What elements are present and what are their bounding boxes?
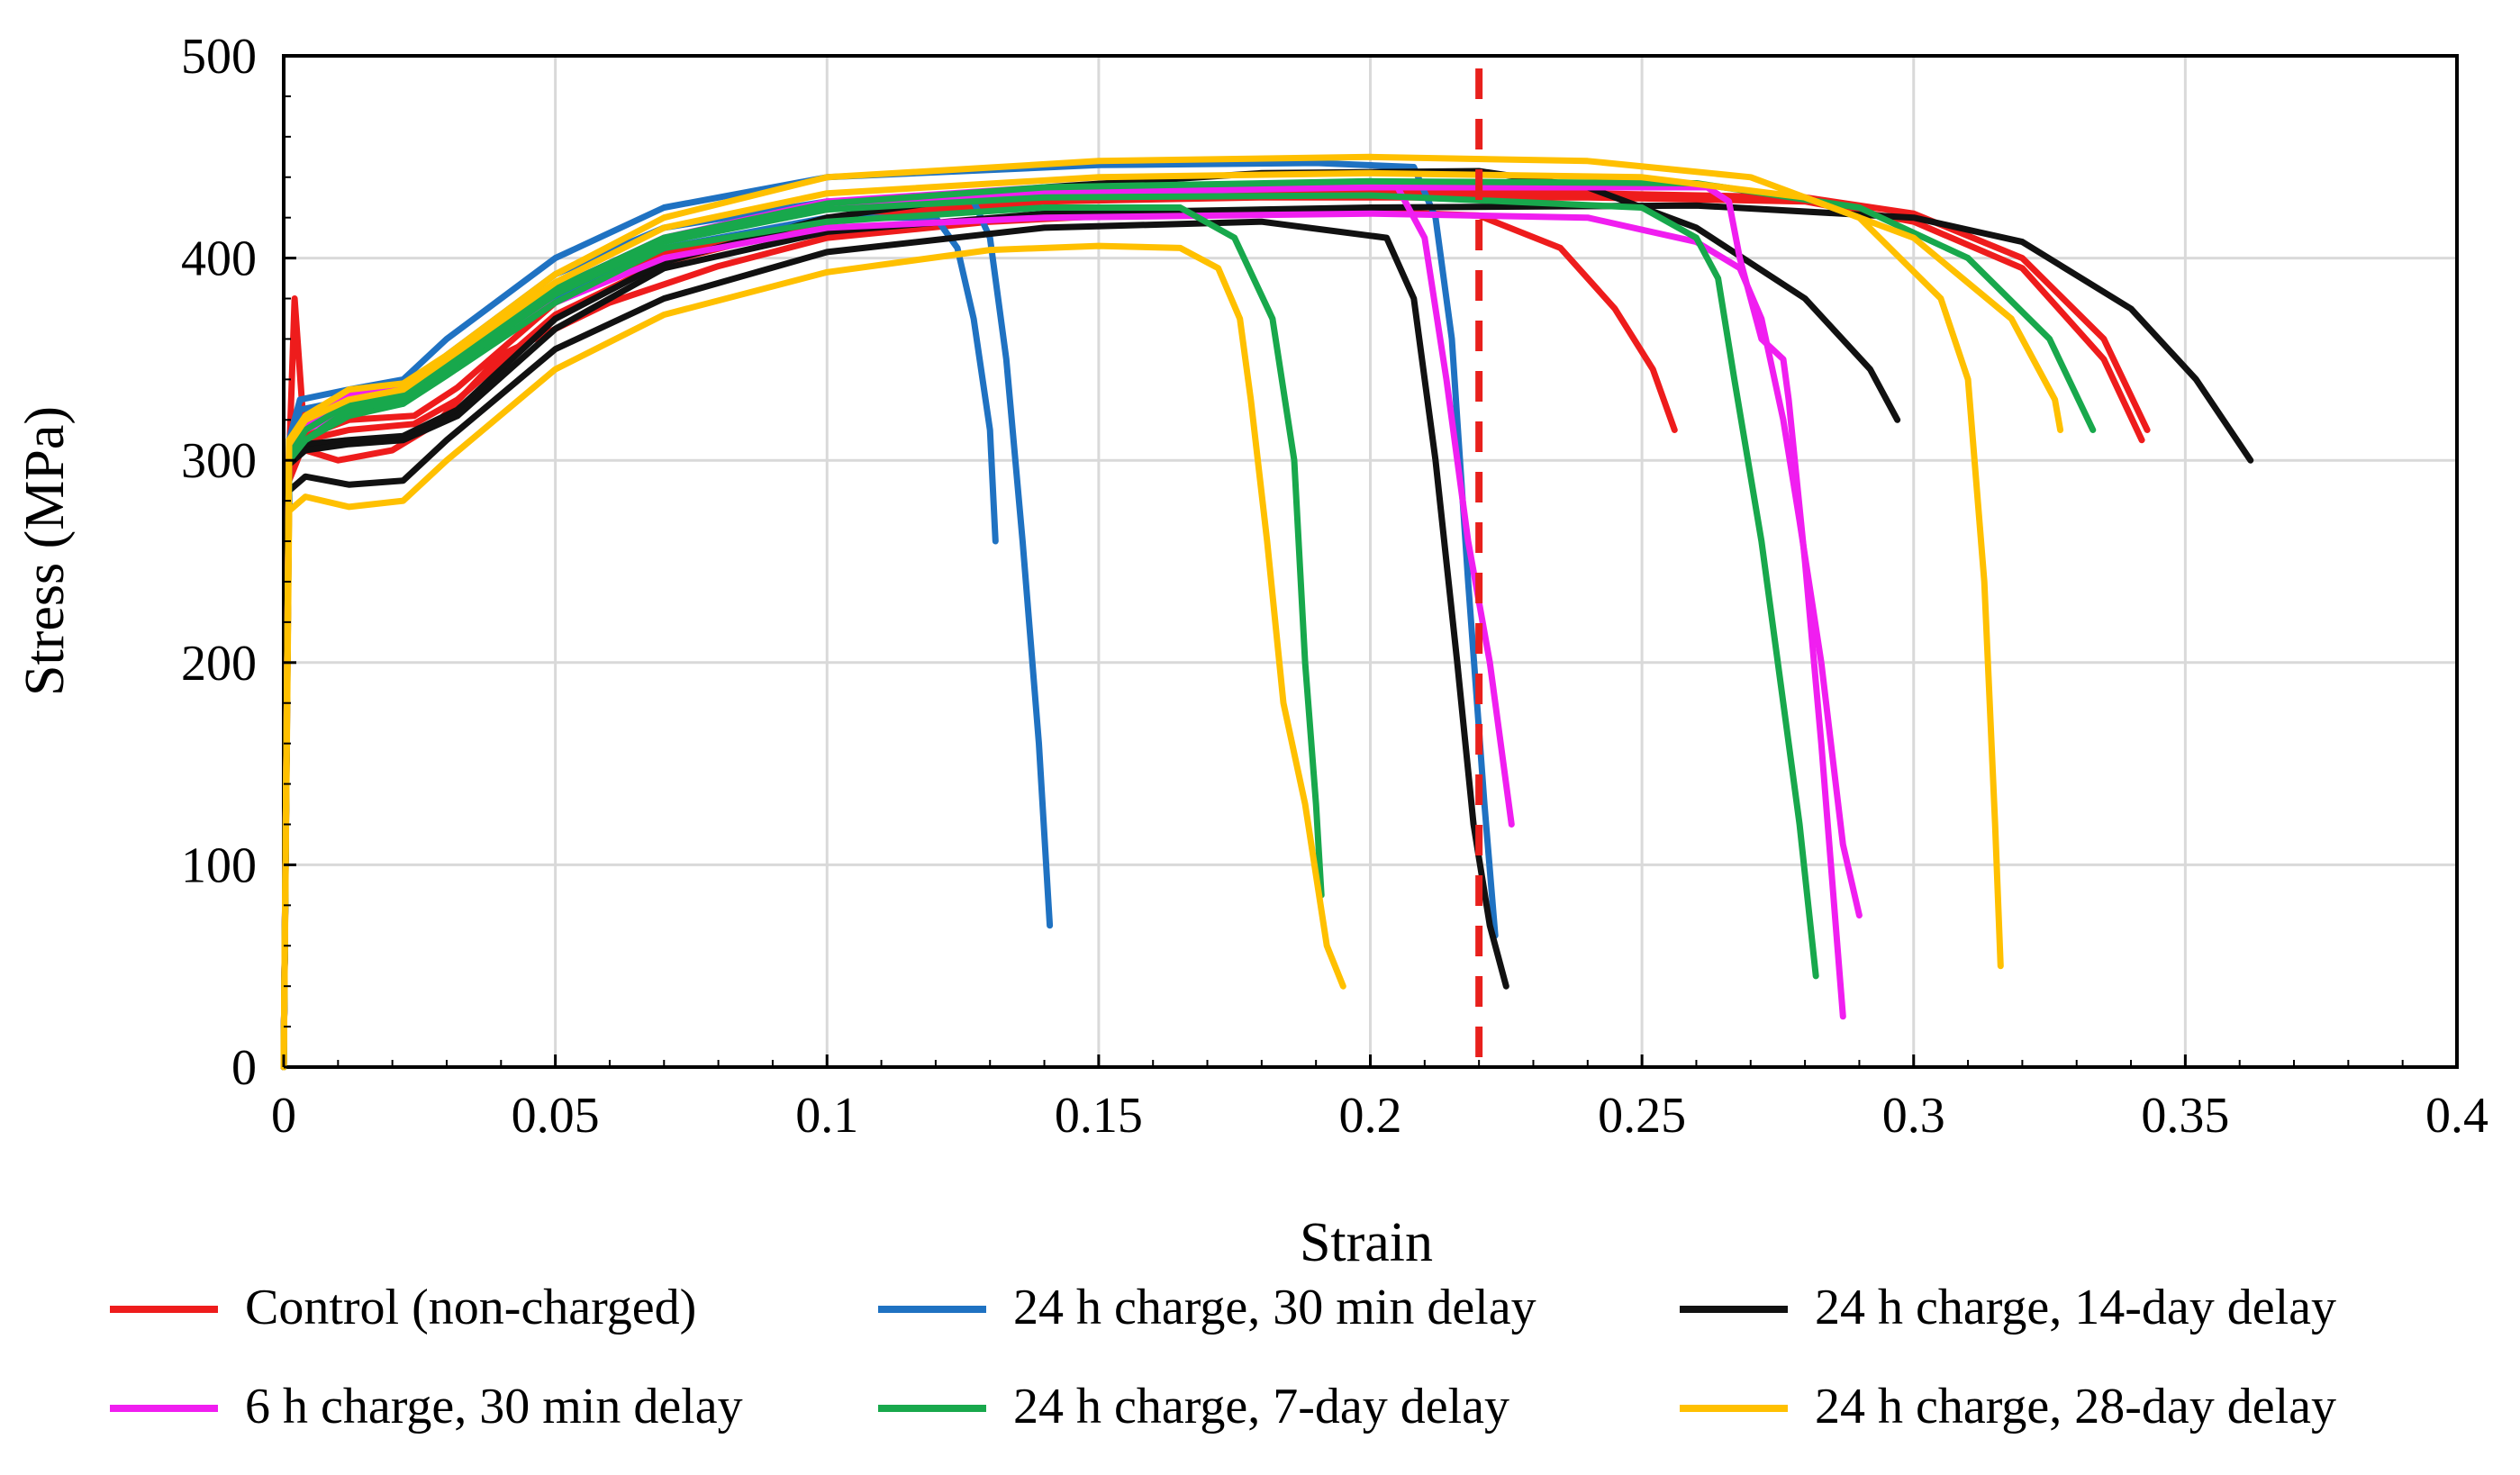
legend-item-1: Control (non-charged) xyxy=(110,1280,696,1335)
series-layer xyxy=(280,153,2254,1071)
x-tick-label: 0.25 xyxy=(1598,1088,1686,1144)
legend-item-4: 6 h charge, 30 min delay xyxy=(110,1379,743,1434)
x-tick-labels: 0 0.05 0.1 0.15 0.2 0.25 0.3 0.35 0.4 xyxy=(271,1088,2488,1144)
legend: Control (non-charged) 24 h charge, 30 min… xyxy=(110,1280,2336,1434)
series-5-specimen-1-curve xyxy=(280,204,1325,1071)
series-3-specimen-2-curve xyxy=(280,167,1901,1071)
series-5-specimen-3-curve xyxy=(280,177,2097,1071)
x-tick-label: 0.15 xyxy=(1055,1088,1143,1144)
y-tick-labels: 0 100 200 300 400 500 xyxy=(181,29,257,1096)
legend-label: 24 h charge, 30 min delay xyxy=(1013,1280,1536,1335)
series-5 xyxy=(280,177,2097,1071)
series-3-specimen-1-curve xyxy=(280,218,1509,1071)
series-3-specimen-3-curve xyxy=(280,202,2254,1071)
y-tick-label: 100 xyxy=(181,837,257,893)
series-6-specimen-2-curve xyxy=(280,153,2004,1071)
legend-label: 24 h charge, 14-day delay xyxy=(1815,1280,2336,1335)
y-axis-title: Stress (MPa) xyxy=(14,406,76,696)
y-tick-label: 500 xyxy=(181,29,257,85)
x-tick-label: 0.05 xyxy=(512,1088,600,1144)
series-5-specimen-2-curve xyxy=(280,192,1819,1071)
series-6 xyxy=(280,153,2064,1071)
axis-ticks xyxy=(282,54,2459,1069)
x-tick-label: 0.35 xyxy=(2141,1088,2229,1144)
series-3 xyxy=(280,167,2254,1071)
series-4-specimen-3-curve xyxy=(280,184,1846,1071)
legend-item-2: 24 h charge, 30 min delay xyxy=(878,1280,1536,1335)
legend-label: 24 h charge, 7-day delay xyxy=(1013,1379,1509,1434)
x-axis-title: Strain xyxy=(1300,1212,1433,1273)
legend-label: 6 h charge, 30 min delay xyxy=(245,1379,743,1434)
series-6-specimen-1-curve xyxy=(280,242,1346,1071)
legend-label: 24 h charge, 28-day delay xyxy=(1815,1379,2336,1434)
legend-item-6: 24 h charge, 28-day delay xyxy=(1680,1379,2336,1434)
series-6-specimen-3-curve xyxy=(280,169,2064,1071)
y-tick-label: 300 xyxy=(181,433,257,489)
legend-item-5: 24 h charge, 7-day delay xyxy=(878,1379,1509,1434)
x-tick-label: 0.4 xyxy=(2425,1088,2488,1144)
y-tick-label: 200 xyxy=(181,636,257,692)
x-tick-label: 0 xyxy=(271,1088,296,1144)
x-tick-label: 0.3 xyxy=(1882,1088,1945,1144)
x-tick-label: 0.1 xyxy=(795,1088,858,1144)
y-tick-label: 0 xyxy=(231,1040,257,1096)
y-tick-label: 400 xyxy=(181,231,257,287)
legend-item-3: 24 h charge, 14-day delay xyxy=(1680,1280,2336,1335)
x-tick-label: 0.2 xyxy=(1339,1088,1402,1144)
legend-label: Control (non-charged) xyxy=(245,1280,696,1335)
